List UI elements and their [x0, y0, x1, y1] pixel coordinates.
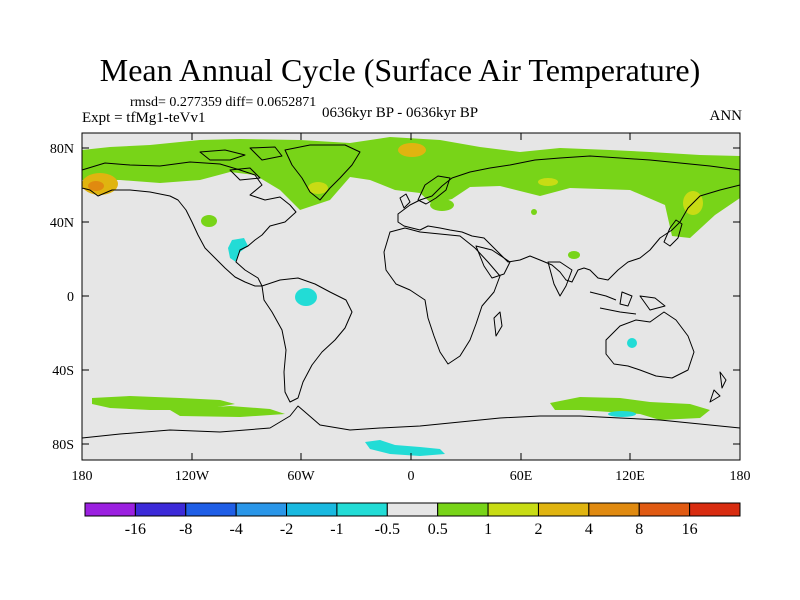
colorbar-label-6: 0.5 — [428, 521, 448, 538]
colorbar-label-9: 4 — [585, 521, 593, 538]
colorbar-label-4: -1 — [330, 521, 343, 538]
colorbar-box-0 — [84, 502, 136, 517]
warm-spot-siberia — [538, 178, 558, 186]
coast-south-america — [261, 277, 353, 403]
lat-label-40n: 40N — [50, 216, 74, 231]
lon-label-180e: 180 — [730, 469, 751, 484]
lat-label-80s: 80S — [52, 438, 74, 453]
colorbar-box-10 — [588, 502, 640, 517]
cool-spot-gulf — [228, 238, 248, 262]
southern-warm-band-east — [550, 397, 710, 420]
coast-india — [547, 261, 573, 297]
season-label: ANN — [709, 108, 743, 124]
southern-warm-band-mid — [170, 406, 285, 417]
coast-antarctica — [81, 405, 741, 439]
lon-axis — [81, 133, 631, 460]
colorbar-labels: -16 -8 -4 -2 -1 -0.5 0.5 1 2 4 8 16 — [125, 521, 698, 538]
coast-eurasia — [397, 155, 741, 283]
coast-arctic-islands — [199, 146, 283, 181]
colorbar-box-2 — [185, 502, 237, 517]
map-panel — [81, 132, 741, 461]
colorbar-label-0: -16 — [125, 521, 146, 538]
coast-north-america — [81, 161, 297, 287]
lat-axis — [82, 147, 740, 445]
lon-label-120e: 120E — [615, 469, 645, 484]
anomaly-shading — [82, 137, 740, 456]
colorbar-box-6 — [386, 502, 439, 517]
cool-spot-ross — [608, 411, 636, 417]
colorbar-label-5: -0.5 — [375, 521, 400, 538]
colorbar-label-2: -4 — [229, 521, 242, 538]
experiment-label: Expt = tfMg1-teVv1 — [82, 110, 206, 126]
colorbar-label-10: 8 — [635, 521, 643, 538]
warm-spot-na — [201, 215, 217, 227]
coast-madagascar — [493, 311, 503, 337]
lat-label-80n: 80N — [50, 142, 74, 157]
coast-africa — [383, 227, 501, 365]
chart-title: Mean Annual Cycle (Surface Air Temperatu… — [99, 52, 701, 88]
coast-japan — [663, 219, 683, 247]
colorbar-box-7 — [437, 502, 489, 517]
warm-spot-india — [568, 251, 580, 259]
colorbar-label-3: -2 — [280, 521, 293, 538]
colorbar-box-11 — [638, 502, 691, 517]
coast-british-isles — [399, 193, 411, 209]
coast-scandinavia — [417, 175, 451, 205]
period-label: 0636kyr BP - 0636kyr BP — [322, 105, 479, 121]
lat-label-40s: 40S — [52, 364, 74, 379]
colorbar-box-12 — [689, 502, 741, 517]
lon-label-60e: 60E — [510, 469, 533, 484]
warm-spot-asia — [531, 209, 537, 215]
lon-label-0: 0 — [408, 469, 415, 484]
coast-new-zealand — [709, 371, 727, 403]
colorbar-label-1: -8 — [179, 521, 192, 538]
colorbar-box-5 — [336, 502, 388, 517]
coast-arabia — [475, 245, 511, 279]
cool-spot-australia — [627, 338, 637, 348]
arctic-warm-band — [82, 137, 740, 238]
warm-spot-alaska-inner — [88, 181, 104, 191]
warm-spot-eu — [430, 199, 454, 211]
warm-spot-greenland — [308, 182, 328, 194]
southern-warm-band-west — [92, 396, 235, 410]
cool-spot-weddell — [365, 440, 445, 456]
lon-label-120w: 120W — [175, 469, 210, 484]
cool-spot-amazon — [295, 288, 317, 306]
colorbar-label-11: 16 — [682, 521, 698, 538]
warm-spot-arctic — [398, 143, 426, 157]
coast-australia — [605, 311, 695, 379]
colorbar-box-1 — [134, 502, 187, 517]
colorbar-box-3 — [235, 502, 288, 517]
lat-label-0: 0 — [67, 290, 74, 305]
colorbar-box-4 — [286, 502, 338, 517]
lon-label-60w: 60W — [287, 469, 315, 484]
rmsd-diff-stats: rmsd= 0.277359 diff= 0.0652871 — [130, 95, 317, 110]
lon-label-180w: 180 — [72, 469, 93, 484]
colorbar-box-8 — [487, 502, 539, 517]
colorbar-box-9 — [537, 502, 590, 517]
coast-greenland — [284, 144, 361, 201]
colorbar-label-8: 2 — [534, 521, 542, 538]
colorbar-label-7: 1 — [484, 521, 492, 538]
coast-indonesia — [589, 291, 666, 315]
coastlines — [81, 144, 741, 439]
colorbar — [84, 502, 741, 517]
